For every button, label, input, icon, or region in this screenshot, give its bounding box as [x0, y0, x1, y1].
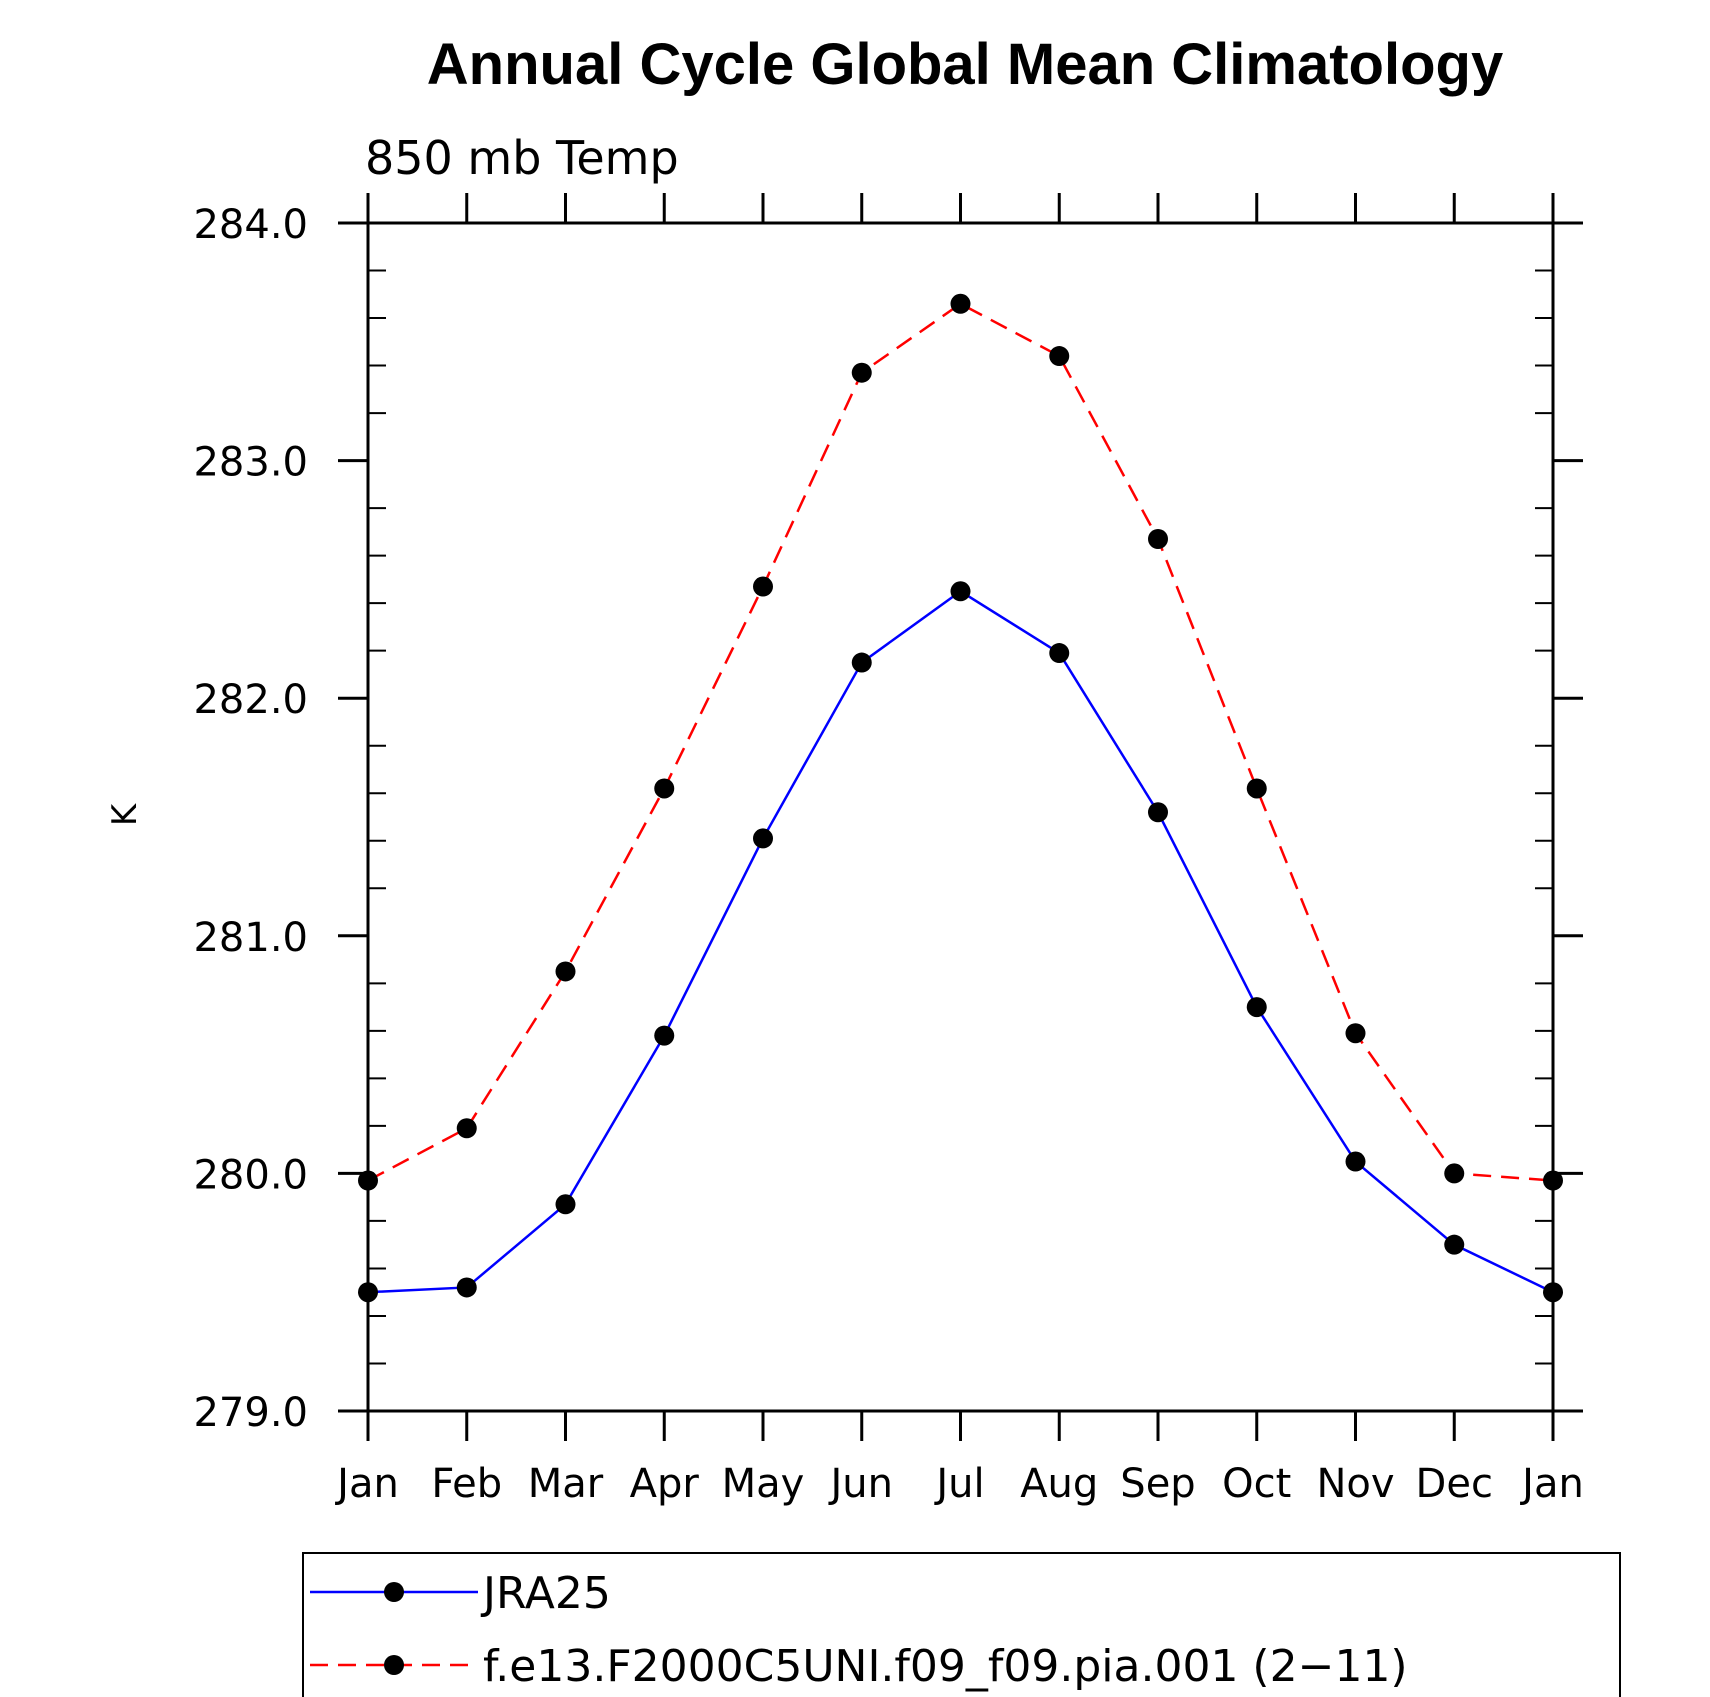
data-point [654, 778, 675, 799]
data-point [1148, 529, 1168, 550]
data-point [1345, 1023, 1366, 1044]
data-point [851, 652, 872, 673]
x-tick-label: Oct [1222, 1461, 1291, 1507]
data-point [1049, 346, 1070, 367]
x-tick-label: Aug [1020, 1461, 1098, 1507]
legend-marker [384, 1582, 404, 1602]
x-tick-label: Jan [1519, 1461, 1584, 1507]
data-point [456, 1118, 477, 1139]
x-tick-label: Mar [528, 1461, 604, 1507]
x-tick-label: Sep [1120, 1461, 1195, 1507]
data-point [1444, 1234, 1465, 1255]
legend-label: f.e13.F2000C5UNI.f09_f09.pia.001 (2−11) [483, 1641, 1408, 1692]
data-point [1049, 643, 1070, 664]
data-point [753, 576, 773, 597]
data-point [1543, 1170, 1563, 1191]
y-tick-label: 283.0 [193, 440, 308, 486]
data-point [851, 362, 872, 383]
data-point [950, 581, 971, 602]
x-tick-label: Jun [828, 1461, 894, 1507]
legend-marker [384, 1655, 404, 1675]
legend-box [302, 1552, 1621, 1697]
legend-label: JRA25 [480, 1568, 611, 1619]
y-tick-label: 284.0 [193, 202, 308, 248]
data-point [456, 1277, 477, 1298]
data-point [555, 1194, 576, 1215]
y-tick-label: 279.0 [193, 1390, 308, 1436]
y-ticks: 279.0 280.0 281.0 282.0 283.0 284.0 [193, 202, 1583, 1436]
data-point [1246, 997, 1267, 1018]
chart-title: Annual Cycle Global Mean Climatology [427, 32, 1503, 97]
x-tick-label: Nov [1316, 1461, 1394, 1507]
data-point [358, 1282, 378, 1303]
series-layer [358, 293, 1563, 1303]
y-axis-label: K [105, 802, 145, 826]
y-tick-label: 281.0 [193, 915, 308, 961]
y-tick-label: 282.0 [193, 677, 308, 723]
plot-frame [366, 221, 1555, 1413]
data-point [1345, 1151, 1366, 1172]
chart-subtitle: 850 mb Temp [365, 131, 679, 185]
data-point [555, 961, 576, 982]
data-point [1148, 802, 1168, 823]
x-tick-label: Jan [334, 1461, 399, 1507]
data-point [1246, 778, 1267, 799]
data-point [1543, 1282, 1563, 1303]
legend: JRA25 f.e13.F2000C5UNI.f09_f09.pia.001 (2… [302, 1552, 1621, 1697]
x-tick-label: May [722, 1461, 805, 1507]
legend-items: JRA25 f.e13.F2000C5UNI.f09_f09.pia.001 (2… [310, 1568, 1408, 1692]
x-tick-label: Feb [431, 1461, 502, 1507]
data-point [950, 293, 971, 314]
data-point [1444, 1163, 1465, 1184]
x-tick-label: Apr [630, 1461, 700, 1507]
x-ticks: Jan Feb Mar Apr May Jun Jul Aug Sep Oct Nov Dec Jan [334, 193, 1584, 1507]
x-tick-label: Dec [1416, 1461, 1493, 1507]
data-point [358, 1170, 378, 1191]
data-point [753, 828, 773, 849]
data-point [654, 1025, 675, 1046]
series-line [367, 302, 1554, 1182]
y-tick-label: 280.0 [193, 1152, 308, 1198]
series-line [367, 589, 1554, 1294]
x-tick-label: Jul [933, 1461, 984, 1507]
